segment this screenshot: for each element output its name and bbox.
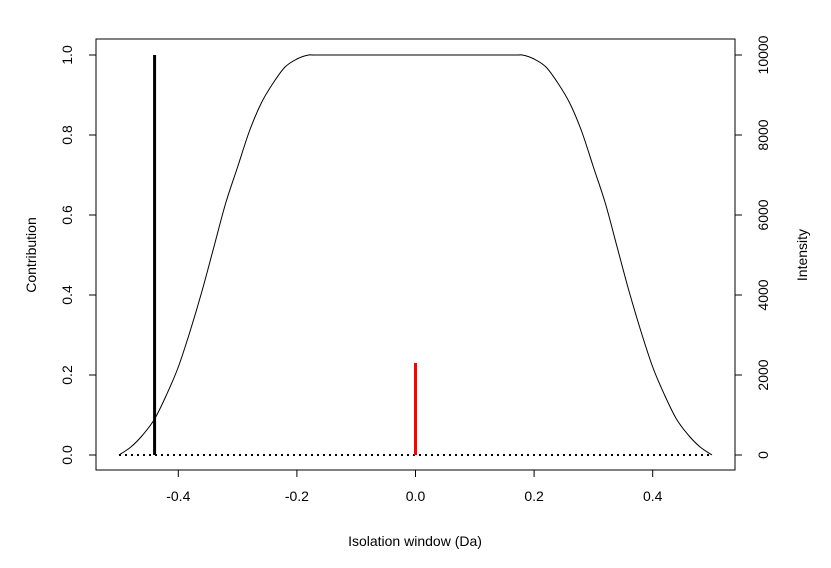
y2-axis-title: Intensity — [794, 229, 810, 281]
y-tick-label: 0.6 — [59, 205, 75, 225]
x-tick-label: 0.2 — [524, 488, 544, 504]
y2-tick-label: 8000 — [755, 119, 771, 150]
y-tick-label: 0.4 — [59, 285, 75, 305]
y-tick-label: 1.0 — [59, 45, 75, 65]
y2-tick-label: 6000 — [755, 199, 771, 230]
y-axis-title: Contribution — [23, 217, 39, 293]
axes: -0.4 -0.2 0.0 0.2 0.4 0.0 0.2 0.4 0.6 0.8 1.0 0 2000… — [59, 35, 771, 504]
y-tick-label: 0.8 — [59, 125, 75, 145]
data-marks — [118, 54, 713, 456]
y2-tick-label: 10000 — [755, 35, 771, 74]
y2-tick-label: 2000 — [755, 359, 771, 390]
x-tick-label: -0.4 — [166, 488, 190, 504]
x-tick-label: 0.0 — [406, 488, 426, 504]
contribution-curve — [118, 54, 713, 456]
y2-tick-label: 0 — [755, 451, 771, 459]
y2-tick-label: 4000 — [755, 279, 771, 310]
y-tick-label: 0.0 — [59, 445, 75, 465]
y-tick-label: 0.2 — [59, 365, 75, 385]
x-axis-title: Isolation window (Da) — [348, 533, 482, 549]
x-tick-label: -0.2 — [285, 488, 309, 504]
x-tick-label: 0.4 — [643, 488, 663, 504]
